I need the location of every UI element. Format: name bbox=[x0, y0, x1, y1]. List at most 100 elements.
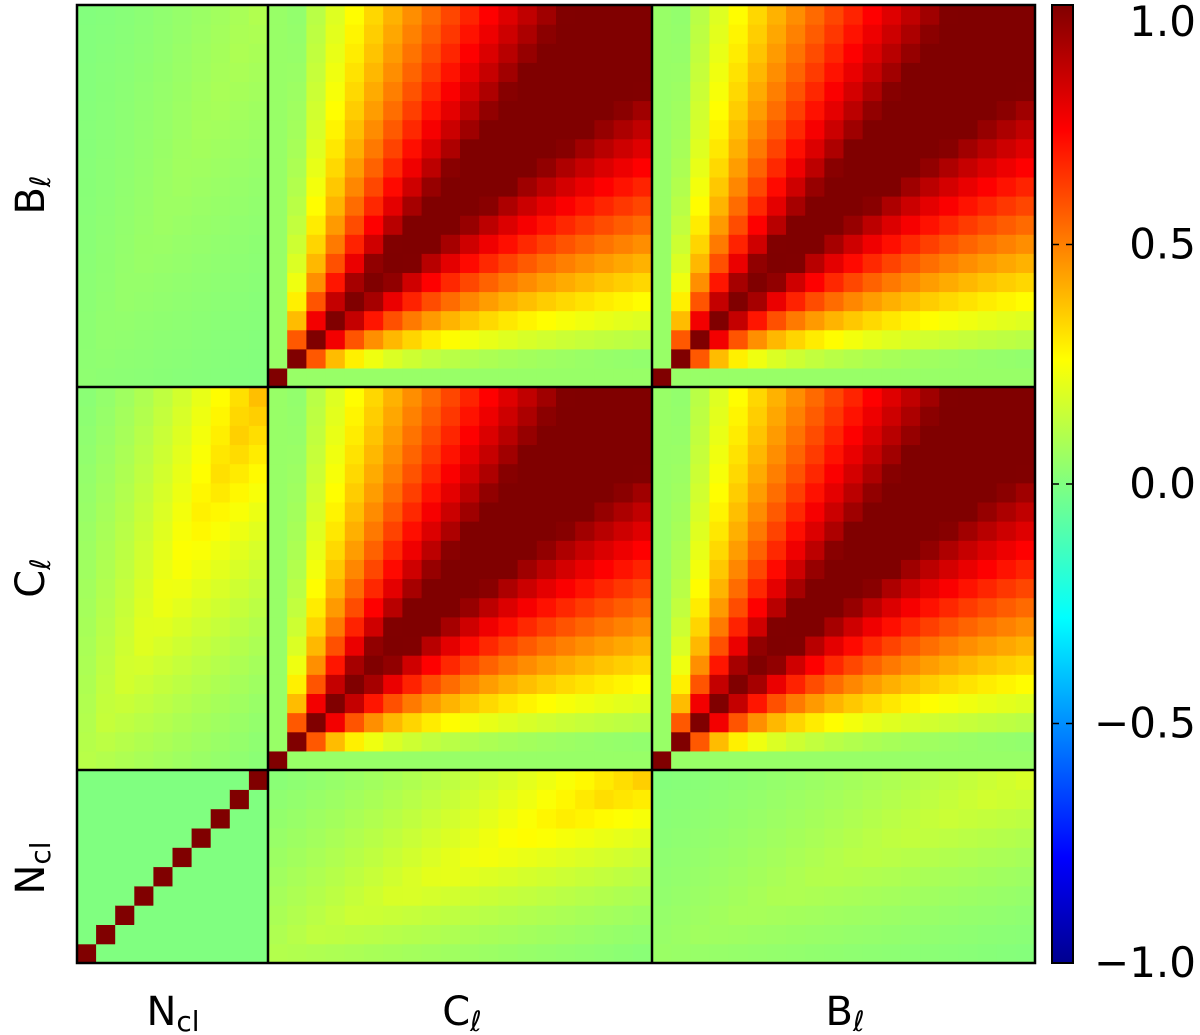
heatmap-cell bbox=[287, 847, 307, 867]
heatmap-cell bbox=[537, 751, 557, 771]
heatmap-cell bbox=[115, 444, 135, 464]
heatmap-cell bbox=[824, 809, 844, 829]
heatmap-cell bbox=[786, 886, 806, 906]
heatmap-cell bbox=[268, 789, 288, 809]
heatmap-cell bbox=[537, 655, 557, 675]
heatmap-cell bbox=[173, 253, 193, 273]
heatmap-cell bbox=[920, 540, 940, 560]
heatmap-cell bbox=[498, 579, 518, 599]
heatmap-cell bbox=[575, 732, 595, 752]
heatmap-cell bbox=[326, 311, 346, 331]
heatmap-cell bbox=[805, 139, 825, 159]
heatmap-cell bbox=[77, 43, 97, 63]
heatmap-cell bbox=[767, 177, 787, 197]
heatmap-cell bbox=[978, 196, 998, 216]
heatmap-cell bbox=[153, 139, 173, 159]
heatmap-cell bbox=[997, 311, 1017, 331]
heatmap-cell bbox=[939, 770, 959, 790]
heatmap-cell bbox=[383, 674, 403, 694]
heatmap-cell bbox=[364, 177, 384, 197]
heatmap-cell bbox=[767, 387, 787, 407]
heatmap-cell bbox=[652, 311, 672, 331]
heatmap-cell bbox=[767, 636, 787, 656]
heatmap-cell bbox=[345, 828, 365, 848]
heatmap-cell bbox=[844, 636, 864, 656]
heatmap-cell bbox=[230, 292, 250, 312]
heatmap-cell bbox=[96, 693, 116, 713]
heatmap-cell bbox=[211, 770, 231, 790]
heatmap-cell bbox=[479, 196, 499, 216]
heatmap-cell bbox=[537, 867, 557, 887]
heatmap-cell bbox=[383, 425, 403, 445]
heatmap-cell bbox=[134, 196, 154, 216]
heatmap-cell bbox=[633, 368, 653, 388]
heatmap-cell bbox=[997, 693, 1017, 713]
heatmap-cell bbox=[268, 751, 288, 771]
heatmap-cell bbox=[153, 120, 173, 140]
heatmap-cell bbox=[306, 732, 326, 752]
heatmap-cell bbox=[479, 598, 499, 618]
heatmap-cell bbox=[479, 770, 499, 790]
heatmap-cell bbox=[306, 579, 326, 599]
heatmap-cell bbox=[326, 215, 346, 235]
heatmap-cell bbox=[556, 368, 576, 388]
heatmap-cell bbox=[824, 636, 844, 656]
heatmap-cell bbox=[844, 406, 864, 426]
heatmap-cell bbox=[326, 502, 346, 522]
heatmap-cell bbox=[556, 770, 576, 790]
heatmap-cell bbox=[441, 101, 461, 121]
heatmap-cell bbox=[537, 101, 557, 121]
heatmap-cell bbox=[767, 444, 787, 464]
heatmap-cell bbox=[690, 464, 710, 484]
heatmap-cell bbox=[364, 464, 384, 484]
heatmap-cell bbox=[671, 368, 691, 388]
heatmap-cell bbox=[575, 5, 595, 25]
heatmap-cell bbox=[882, 215, 902, 235]
heatmap-cell bbox=[575, 387, 595, 407]
heatmap-cell bbox=[402, 311, 422, 331]
heatmap-cell bbox=[690, 158, 710, 178]
heatmap-cell bbox=[422, 770, 442, 790]
heatmap-cell bbox=[153, 196, 173, 216]
heatmap-cell bbox=[498, 655, 518, 675]
heatmap-cell bbox=[920, 636, 940, 656]
heatmap-cell bbox=[805, 464, 825, 484]
heatmap-cell bbox=[748, 101, 768, 121]
heatmap-cell bbox=[690, 905, 710, 925]
heatmap-cell bbox=[594, 770, 614, 790]
heatmap-cell bbox=[824, 101, 844, 121]
heatmap-cell bbox=[77, 139, 97, 159]
heatmap-cell bbox=[115, 120, 135, 140]
heatmap-cell bbox=[345, 789, 365, 809]
heatmap-cell bbox=[192, 330, 212, 350]
heatmap-cell bbox=[422, 330, 442, 350]
heatmap-cell bbox=[671, 81, 691, 101]
heatmap-cell bbox=[844, 177, 864, 197]
heatmap-cell bbox=[978, 655, 998, 675]
heatmap-cell bbox=[422, 215, 442, 235]
heatmap-cell bbox=[709, 24, 729, 44]
heatmap-cell bbox=[422, 847, 442, 867]
heatmap-cell bbox=[268, 732, 288, 752]
heatmap-cell bbox=[287, 425, 307, 445]
heatmap-cell bbox=[345, 177, 365, 197]
heatmap-cell bbox=[268, 674, 288, 694]
heatmap-cell bbox=[824, 674, 844, 694]
heatmap-cell bbox=[77, 540, 97, 560]
heatmap-cell bbox=[441, 905, 461, 925]
heatmap-cell bbox=[805, 944, 825, 964]
heatmap-cell bbox=[1016, 847, 1036, 867]
heatmap-cell bbox=[498, 62, 518, 82]
heatmap-cell bbox=[997, 713, 1017, 733]
heatmap-cell bbox=[901, 559, 921, 579]
heatmap-cell bbox=[978, 770, 998, 790]
heatmap-cell bbox=[115, 425, 135, 445]
heatmap-cell bbox=[748, 598, 768, 618]
heatmap-cell bbox=[460, 598, 480, 618]
heatmap-cell bbox=[173, 177, 193, 197]
heatmap-cell bbox=[1016, 789, 1036, 809]
heatmap-cell bbox=[824, 693, 844, 713]
heatmap-cell bbox=[748, 924, 768, 944]
heatmap-cell bbox=[77, 24, 97, 44]
heatmap-cell bbox=[844, 828, 864, 848]
